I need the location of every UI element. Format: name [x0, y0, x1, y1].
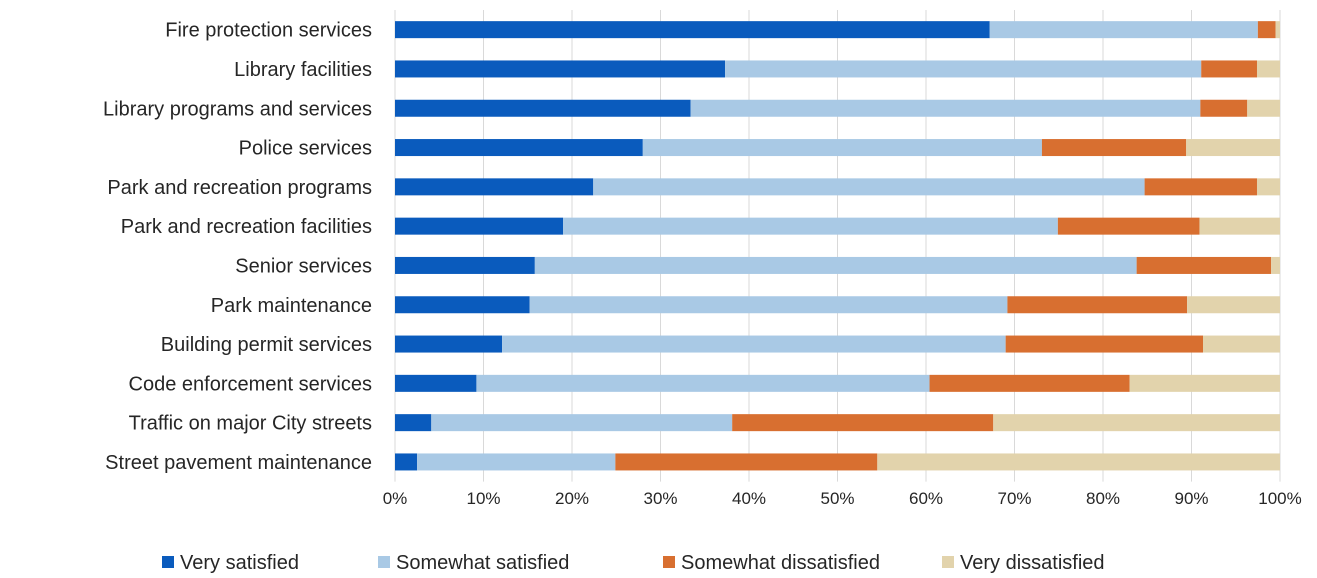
legend-swatch: [162, 556, 174, 568]
gridlines: [394, 10, 1281, 482]
bar-segment: [1136, 256, 1272, 274]
bar-segment: [1129, 374, 1280, 392]
legend-label: Very satisfied: [180, 552, 299, 574]
bar-segment: [1007, 296, 1188, 314]
bar-segment: [1257, 21, 1276, 39]
bar-segment: [1144, 178, 1257, 196]
bar-segment: [989, 21, 1258, 39]
bar-segment: [1187, 296, 1280, 314]
bar-segment: [877, 453, 1280, 471]
bar-segment: [395, 178, 594, 196]
bar-segment: [417, 453, 616, 471]
category-label: Park and recreation programs: [107, 177, 372, 199]
category-label: Park and recreation facilities: [121, 216, 372, 238]
category-label: Street pavement maintenance: [105, 452, 372, 474]
x-tick-label: 20%: [555, 489, 589, 508]
x-tick-label: 90%: [1174, 489, 1208, 508]
bar-segment: [1041, 139, 1187, 157]
legend-label: Somewhat satisfied: [396, 552, 569, 574]
bar-segment: [395, 414, 432, 432]
bar-segment: [1199, 217, 1280, 235]
bar-segment: [1203, 335, 1280, 353]
bar-segment: [1247, 99, 1280, 117]
bars: [395, 21, 1280, 471]
bar-segment: [593, 178, 1145, 196]
category-label: Code enforcement services: [129, 373, 372, 395]
bar-segment: [476, 374, 930, 392]
x-tick-labels: 0% 10% 20% 30% 40% 50% 60% 70% 80% 90% 100%: [383, 489, 1302, 508]
bar-segment: [529, 296, 1008, 314]
bar-segment: [1256, 178, 1280, 196]
bar-segment: [431, 414, 733, 432]
bar-segment: [929, 374, 1130, 392]
category-label: Library facilities: [234, 59, 372, 81]
legend-swatch: [378, 556, 390, 568]
x-tick-label: 80%: [1086, 489, 1120, 508]
bar-segment: [1200, 99, 1248, 117]
x-tick-label: 70%: [997, 489, 1031, 508]
bar-segment: [395, 99, 691, 117]
x-tick-label: 50%: [820, 489, 854, 508]
bar-segment: [1275, 21, 1280, 39]
category-label: Park maintenance: [211, 295, 372, 317]
bar-segment: [690, 99, 1201, 117]
category-label: Library programs and services: [103, 98, 372, 120]
bar-segment: [395, 335, 503, 353]
bar-segment: [732, 414, 994, 432]
legend-label: Somewhat dissatisfied: [681, 552, 880, 574]
bar-segment: [395, 256, 535, 274]
bar-segment: [395, 217, 564, 235]
bar-segment: [502, 335, 1006, 353]
legend: Very satisfied Somewhat satisfied Somewhat…: [162, 552, 1105, 574]
bar-segment: [534, 256, 1137, 274]
x-tick-label: 30%: [643, 489, 677, 508]
x-tick-label: 60%: [909, 489, 943, 508]
bar-segment: [1057, 217, 1200, 235]
x-tick-label: 10%: [466, 489, 500, 508]
legend-swatch: [663, 556, 675, 568]
bar-segment: [395, 453, 418, 471]
legend-swatch: [942, 556, 954, 568]
x-tick-label: 40%: [732, 489, 766, 508]
bar-segment: [395, 60, 726, 78]
x-tick-label: 0%: [383, 489, 408, 508]
bar-segment: [395, 296, 530, 314]
category-label: Building permit services: [161, 334, 372, 356]
bar-segment: [395, 374, 477, 392]
bar-segment: [563, 217, 1058, 235]
bar-segment: [1271, 256, 1280, 274]
bar-segment: [993, 414, 1280, 432]
bar-segment: [1186, 139, 1280, 157]
bar-segment: [1201, 60, 1257, 78]
bar-segment: [395, 21, 990, 39]
legend-label: Very dissatisfied: [960, 552, 1105, 574]
category-label: Fire protection services: [165, 20, 372, 42]
bar-segment: [725, 60, 1202, 78]
bar-segment: [1256, 60, 1280, 78]
category-label: Senior services: [235, 255, 372, 277]
category-label: Police services: [239, 138, 372, 160]
bar-segment: [642, 139, 1042, 157]
category-labels: Fire protection services Library faciliti…: [103, 20, 372, 474]
x-tick-label: 100%: [1258, 489, 1301, 508]
bar-segment: [615, 453, 878, 471]
bar-segment: [395, 139, 643, 157]
category-label: Traffic on major City streets: [129, 413, 372, 435]
bar-segment: [1005, 335, 1204, 353]
